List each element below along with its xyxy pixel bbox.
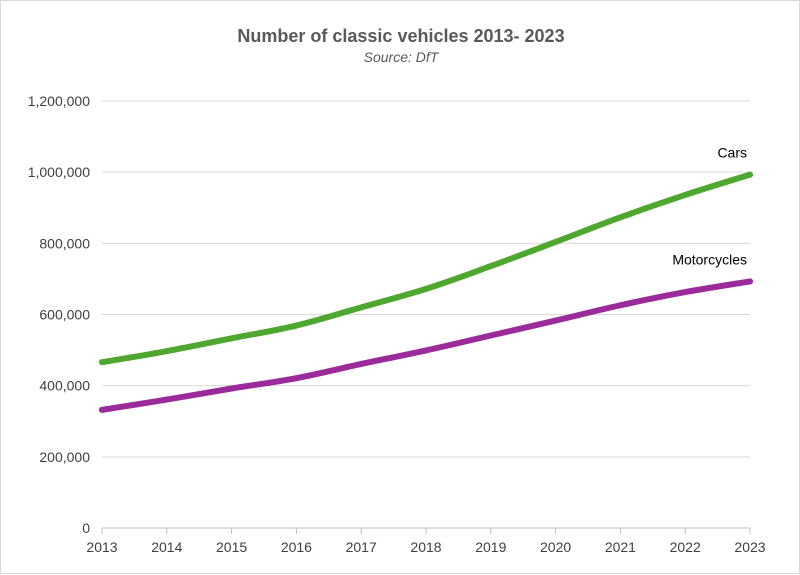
x-tick-label: 2023 <box>734 539 765 555</box>
x-tick-label: 2020 <box>540 539 571 555</box>
x-axis-ticks: 2013 2014 2015 2016 2017 2018 2019 2020 2021 2022… <box>86 528 766 555</box>
data-point-motorcycles <box>228 385 235 392</box>
data-point-cars <box>552 238 559 245</box>
data-point-cars <box>747 171 753 178</box>
series-label-cars: Cars <box>717 145 747 161</box>
data-point-cars <box>228 335 235 342</box>
data-point-motorcycles <box>293 375 300 382</box>
data-point-motorcycles <box>617 302 624 309</box>
data-point-motorcycles <box>99 406 105 413</box>
chart-subtitle: Source: DfT <box>364 49 440 65</box>
y-tick-label: 1,000,000 <box>28 164 90 180</box>
series-line-cars <box>99 171 753 366</box>
x-tick-label: 2017 <box>346 539 377 555</box>
series-labels: Cars Motorcycles <box>672 145 747 268</box>
data-point-cars <box>99 359 105 366</box>
data-point-cars <box>163 348 170 355</box>
data-point-motorcycles <box>423 347 429 354</box>
x-tick-label: 2016 <box>281 539 312 555</box>
data-point-cars <box>487 263 494 270</box>
data-point-cars <box>423 285 429 292</box>
x-tick-label: 2014 <box>151 539 182 555</box>
data-point-cars <box>358 304 365 311</box>
data-point-cars <box>682 191 689 198</box>
y-tick-label: 800,000 <box>39 235 90 251</box>
data-point-motorcycles <box>358 360 365 367</box>
series-label-motorcycles: Motorcycles <box>672 251 747 267</box>
x-tick-label: 2021 <box>605 539 636 555</box>
data-point-motorcycles <box>487 332 494 339</box>
gridlines <box>102 100 750 529</box>
data-point-cars <box>293 322 300 329</box>
data-point-cars <box>617 214 624 221</box>
data-point-motorcycles <box>747 278 753 285</box>
data-point-motorcycles <box>552 317 559 324</box>
x-tick-label: 2022 <box>670 539 701 555</box>
y-tick-label: 400,000 <box>39 378 90 394</box>
data-point-motorcycles <box>682 289 689 296</box>
x-tick-label: 2015 <box>216 539 247 555</box>
y-tick-label: 600,000 <box>39 307 90 323</box>
series-lines <box>99 171 753 413</box>
y-tick-label: 0 <box>82 520 90 536</box>
y-tick-label: 1,200,000 <box>28 93 90 109</box>
x-tick-label: 2013 <box>86 539 117 555</box>
y-tick-label: 200,000 <box>39 449 90 465</box>
chart-title: Number of classic vehicles 2013- 2023 <box>237 26 564 46</box>
x-tick-label: 2018 <box>410 539 441 555</box>
y-axis-ticks: 0 200,000 400,000 600,000 800,000 1,000,000 1,… <box>28 93 91 536</box>
x-tick-label: 2019 <box>475 539 506 555</box>
data-point-motorcycles <box>163 396 170 403</box>
